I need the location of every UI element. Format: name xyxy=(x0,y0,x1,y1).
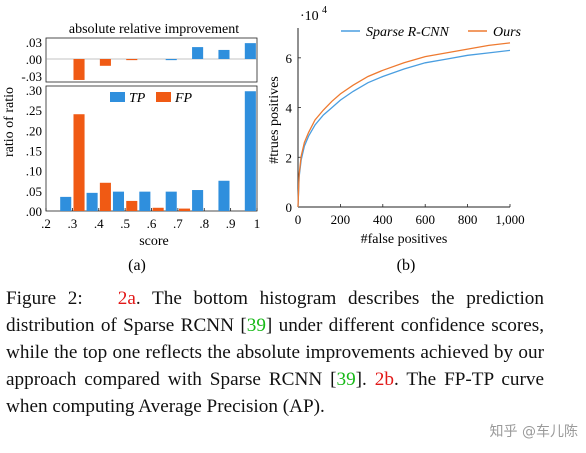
y-tick-label-b: 2 xyxy=(286,150,293,165)
x-tick-label-b: 400 xyxy=(373,212,393,227)
y-tick-label-b: 4 xyxy=(286,101,293,116)
top-bar-tp xyxy=(192,47,204,59)
bottom-bar-tp xyxy=(218,180,230,211)
x-tick-label: .2 xyxy=(41,216,51,231)
y-tick-label-b: 0 xyxy=(286,200,293,215)
bottom-bar-tp xyxy=(192,190,204,211)
caption-text-3: ]. xyxy=(355,369,375,390)
x-tick-label: .3 xyxy=(68,216,78,231)
histogram-legend: TP FP xyxy=(110,91,193,106)
x-tick-label-b: 600 xyxy=(415,212,435,227)
figure-caption: Figure 2: 2a. The bottom histogram descr… xyxy=(6,285,544,420)
x-axis-label: score xyxy=(139,234,169,249)
legend-label-sparse: Sparse R-CNN xyxy=(366,25,450,40)
bottom-tick-label: .20 xyxy=(26,123,42,138)
bottom-bar-tp xyxy=(112,191,125,211)
bottom-bar-tp xyxy=(86,192,98,211)
top-tick-label: .00 xyxy=(26,52,42,67)
top-tick-label: -.03 xyxy=(21,69,42,84)
x-tick-label-b: 1,000 xyxy=(495,212,524,227)
caption-text-4: . The FP-TP curve when computing Average… xyxy=(6,369,544,417)
y-axis-label: ratio of ratio xyxy=(2,87,17,157)
legend-swatch-tp xyxy=(110,92,125,102)
subfigure-label-a: (a) xyxy=(128,257,146,274)
bottom-tick-label: .10 xyxy=(26,164,42,179)
top-bar-fp xyxy=(99,59,111,66)
subfigure-label-b: (b) xyxy=(397,257,416,274)
top-bar-tp xyxy=(165,59,177,61)
top-bar-tp xyxy=(244,43,256,59)
caption-prefix: Figure 2: xyxy=(6,288,83,309)
watermark: 知乎 @车儿陈 xyxy=(489,424,578,440)
legend-swatch-fp xyxy=(156,92,171,102)
top-histogram-title: absolute relative improvement xyxy=(69,22,239,37)
legend-label-fp: FP xyxy=(174,91,193,106)
series-line-ours xyxy=(297,42,511,208)
x-tick-label-b: 800 xyxy=(458,212,478,227)
bottom-histogram: .30 .25 .20 .15 .10 .05 .00.2 .3 .4 .5 .6 .7 .8 .9 1 xyxy=(26,83,261,231)
caption-text-1: . The bottom histogram describes the pre… xyxy=(6,288,544,336)
histogram-figure: absolute relative improvement ratio of r… xyxy=(2,22,260,274)
bottom-tick-label: .25 xyxy=(26,103,42,118)
top-plot-frame xyxy=(45,37,258,83)
bottom-bar-tp xyxy=(139,191,151,211)
x-tick-label: 1 xyxy=(254,216,261,231)
caption-ref-2a[interactable]: 2a xyxy=(117,288,136,309)
bottom-tick-label: .30 xyxy=(26,83,42,98)
bottom-bar-tp xyxy=(244,91,256,211)
caption-cite-1[interactable]: 39 xyxy=(246,315,266,336)
curve-legend: Sparse R-CNN Ours xyxy=(341,25,522,40)
bottom-tick-label: .15 xyxy=(26,144,42,159)
caption-text-2: ] under different confidence scores, whi… xyxy=(6,315,544,390)
y-axis-label-b: #trues positives xyxy=(267,76,282,164)
bottom-tick-label: .00 xyxy=(26,204,42,219)
legend-label-ours: Ours xyxy=(493,25,522,40)
bottom-bar-tp xyxy=(165,191,177,211)
x-tick-label: .4 xyxy=(94,216,104,231)
bottom-bar-fp xyxy=(73,114,85,211)
figure-canvas: absolute relative improvement ratio of r… xyxy=(2,5,525,274)
bottom-bar-fp xyxy=(99,182,111,211)
curve-plot: 0 2 4 6 0 200 400 600 800 1,000 xyxy=(286,28,525,227)
x-tick-label-b: 200 xyxy=(331,212,351,227)
bottom-bar-tp xyxy=(60,196,72,211)
caption-cite-2[interactable]: 39 xyxy=(336,369,356,390)
x-tick-label: .5 xyxy=(120,216,130,231)
fp-tp-curve-figure: ·10 4 #trues positives 0 2 4 6 0 200 400 600 800… xyxy=(267,5,525,274)
y-exponent-power: 4 xyxy=(322,5,327,16)
bottom-bar-fp xyxy=(178,208,191,211)
x-tick-label: .9 xyxy=(226,216,236,231)
top-bar-fp xyxy=(73,59,85,80)
series-line-sparse-rcnn xyxy=(297,49,511,208)
x-axis-label-b: #false positives xyxy=(361,232,448,247)
x-tick-label: .8 xyxy=(199,216,209,231)
bottom-bar-fp xyxy=(126,200,138,211)
x-tick-label: .7 xyxy=(173,216,183,231)
bottom-bar-fp xyxy=(152,207,164,211)
top-bar-fp xyxy=(126,59,138,61)
y-tick-label-b: 6 xyxy=(286,51,293,66)
top-bar-tp xyxy=(218,49,230,59)
legend-label-tp: TP xyxy=(129,91,146,106)
x-tick-label-b: 0 xyxy=(295,212,302,227)
top-tick-label: .03 xyxy=(26,35,42,50)
caption-ref-2b[interactable]: 2b xyxy=(374,369,394,390)
x-tick-label: .6 xyxy=(147,216,157,231)
top-histogram: .03 .00 -.03 xyxy=(21,35,258,84)
bottom-tick-label: .05 xyxy=(26,184,42,199)
y-exponent-label: ·10 xyxy=(300,9,319,24)
